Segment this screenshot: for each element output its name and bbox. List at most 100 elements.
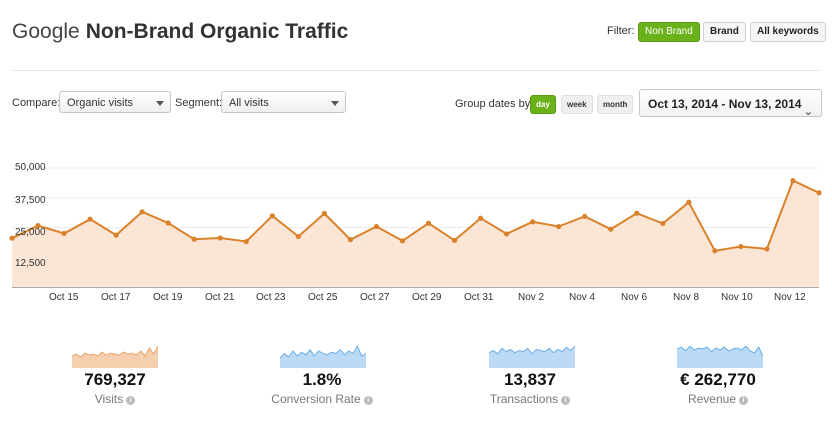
- group-week-button[interactable]: week: [561, 95, 593, 114]
- data-point: [738, 243, 744, 250]
- data-point: [530, 219, 536, 225]
- segment-select[interactable]: All visits: [221, 91, 346, 113]
- sparkline-fill: [72, 346, 158, 368]
- data-point: [373, 223, 380, 230]
- metric-label-text: Visits: [94, 392, 124, 406]
- compare-select-value: Organic visits: [67, 97, 134, 109]
- x-tick-label: Oct 19: [153, 292, 183, 303]
- x-tick-label: Oct 17: [101, 292, 131, 303]
- y-tick-label: 12,500: [15, 258, 46, 269]
- caret-down-icon: [156, 101, 164, 106]
- compare-select[interactable]: Organic visits: [59, 91, 171, 113]
- y-tick-label: 37,500: [15, 195, 46, 206]
- caret-down-icon: [331, 101, 339, 106]
- chart-area-fill: [12, 180, 819, 287]
- data-point: [217, 235, 223, 241]
- data-point: [139, 209, 145, 215]
- x-tick-label: Oct 31: [464, 292, 494, 303]
- data-point: [9, 235, 15, 241]
- x-tick-label: Oct 15: [49, 292, 79, 303]
- title-prefix: Google: [12, 20, 80, 43]
- x-tick-label: Oct 23: [256, 292, 286, 303]
- revenue-label: Revenue i: [638, 392, 798, 406]
- x-tick-label: Nov 2: [518, 292, 545, 303]
- metric-label-text: Transactions: [489, 392, 559, 406]
- sparkline-fill: [489, 346, 575, 368]
- data-point: [191, 236, 197, 242]
- sparkline-line: [677, 345, 763, 357]
- segment-label: Segment:: [175, 97, 223, 109]
- header-divider: [12, 70, 820, 71]
- data-point: [660, 220, 666, 227]
- x-tick-label: Oct 29: [412, 292, 442, 303]
- data-point: [243, 238, 249, 245]
- x-tick-label: Nov 12: [774, 292, 806, 303]
- data-point: [269, 213, 275, 219]
- data-point: [61, 230, 67, 237]
- group-month-button[interactable]: month: [597, 95, 634, 114]
- data-point: [608, 226, 614, 232]
- info-icon[interactable]: i: [126, 396, 136, 405]
- chart-line: [11, 179, 820, 252]
- info-icon[interactable]: i: [739, 396, 749, 405]
- x-tick-label: Nov 4: [569, 292, 596, 303]
- data-point: [425, 220, 432, 226]
- x-tick-label: Oct 27: [360, 292, 390, 303]
- y-tick-label: 25,000: [15, 227, 46, 238]
- data-point: [113, 232, 119, 238]
- filter-brand-button[interactable]: Brand: [703, 22, 746, 42]
- data-point: [477, 215, 484, 221]
- page-title: Google Non-Brand Organic Traffic: [12, 20, 348, 44]
- filter-all-keywords-button[interactable]: All keywords: [750, 22, 826, 42]
- group-day-button[interactable]: day: [530, 95, 556, 114]
- title-strong: Non-Brand Organic Traffic: [85, 20, 349, 43]
- date-range-picker[interactable]: Oct 13, 2014 - Nov 13, 2014 ⌄: [639, 89, 822, 118]
- x-tick-label: Nov 6: [621, 292, 648, 303]
- info-icon[interactable]: i: [363, 396, 373, 405]
- transactions-value: 13,837: [504, 370, 556, 389]
- conversion-rate-sparkline: [280, 345, 366, 368]
- filter-non-brand-button[interactable]: Non Brand: [638, 22, 700, 42]
- conversion-rate-value: 1.8%: [302, 370, 342, 389]
- y-tick-label: 50,000: [15, 162, 46, 173]
- visits-value: 769,327: [84, 370, 146, 389]
- data-point: [504, 231, 510, 237]
- data-point: [347, 237, 354, 243]
- sparkline-line: [489, 345, 575, 355]
- filter-label: Filter:: [607, 25, 635, 37]
- data-point: [764, 246, 770, 252]
- data-point: [634, 210, 640, 216]
- chevron-down-icon: ⌄: [803, 106, 813, 118]
- transactions-sparkline: [489, 345, 575, 368]
- sparkline-line: [72, 345, 158, 358]
- visits-label: Visits i: [35, 392, 195, 406]
- visits-sparkline: [72, 345, 158, 368]
- data-point: [165, 220, 171, 226]
- data-point: [790, 178, 796, 184]
- sparkline-fill: [677, 346, 763, 368]
- data-point: [582, 213, 588, 219]
- data-point: [87, 216, 93, 222]
- data-point: [35, 222, 41, 229]
- x-tick-label: Nov 10: [721, 292, 753, 303]
- sparkline-line: [280, 345, 366, 359]
- data-point: [399, 238, 406, 244]
- chart-points: [9, 178, 822, 254]
- date-range-value: Oct 13, 2014 - Nov 13, 2014: [648, 97, 802, 111]
- transactions-label: Transactions i: [450, 392, 610, 406]
- data-point: [816, 190, 822, 196]
- group-dates-label: Group dates by:: [455, 98, 534, 110]
- revenue-sparkline: [677, 345, 763, 368]
- x-tick-label: Oct 25: [308, 292, 338, 303]
- conversion-rate-label: Conversion Rate i: [242, 392, 402, 406]
- data-point: [295, 233, 301, 240]
- revenue-value: € 262,770: [680, 370, 756, 389]
- compare-label: Compare:: [12, 97, 61, 109]
- info-icon[interactable]: i: [561, 396, 571, 405]
- metric-label-text: Revenue: [687, 392, 737, 406]
- segment-select-value: All visits: [229, 97, 269, 109]
- data-point: [686, 199, 692, 205]
- x-tick-label: Nov 8: [673, 292, 700, 303]
- traffic-chart: [9, 167, 822, 288]
- x-tick-label: Oct 21: [205, 292, 235, 303]
